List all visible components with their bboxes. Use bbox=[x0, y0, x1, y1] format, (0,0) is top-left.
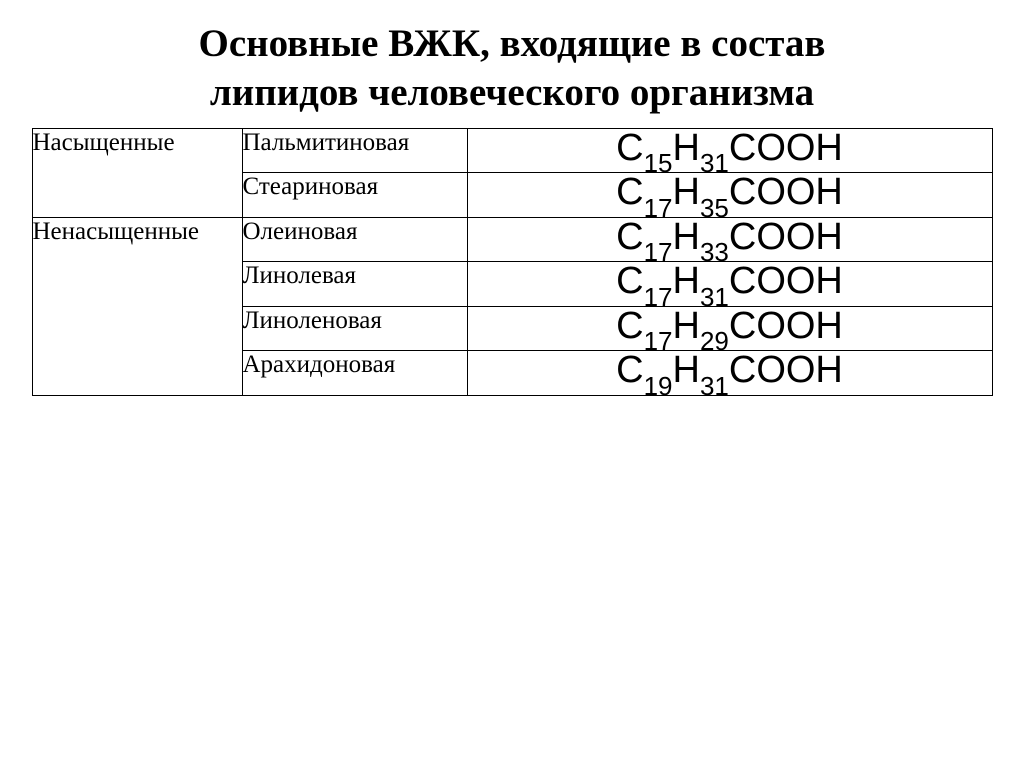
title-line-2: липидов человеческого организма bbox=[210, 71, 814, 114]
table-row: Насыщенные Пальмитиновая C15H31COOH bbox=[32, 128, 992, 173]
acid-name: Арахидоновая bbox=[242, 351, 467, 396]
title-line-1: Основные ВЖК, входящие в состав bbox=[199, 22, 826, 65]
acid-formula: C17H33COOH bbox=[467, 217, 992, 262]
acid-name: Линолевая bbox=[242, 262, 467, 307]
table-row: Ненасыщенные Олеиновая C17H33COOH bbox=[32, 217, 992, 262]
acid-name: Линоленовая bbox=[242, 306, 467, 351]
acid-name: Олеиновая bbox=[242, 217, 467, 262]
fatty-acids-table: Насыщенные Пальмитиновая C15H31COOH Стеа… bbox=[32, 128, 993, 397]
acid-formula: C17H35COOH bbox=[467, 173, 992, 218]
category-unsaturated: Ненасыщенные bbox=[32, 217, 242, 395]
acid-formula: C15H31COOH bbox=[467, 128, 992, 173]
category-saturated: Насыщенные bbox=[32, 128, 242, 217]
acid-formula: C17H31COOH bbox=[467, 262, 992, 307]
acid-name: Пальмитиновая bbox=[242, 128, 467, 173]
acid-formula: C19H31COOH bbox=[467, 351, 992, 396]
page-title: Основные ВЖК, входящие в состав липидов … bbox=[30, 20, 994, 118]
page: Основные ВЖК, входящие в состав липидов … bbox=[0, 0, 1024, 396]
acid-formula: C17H29COOH bbox=[467, 306, 992, 351]
acid-name: Стеариновая bbox=[242, 173, 467, 218]
